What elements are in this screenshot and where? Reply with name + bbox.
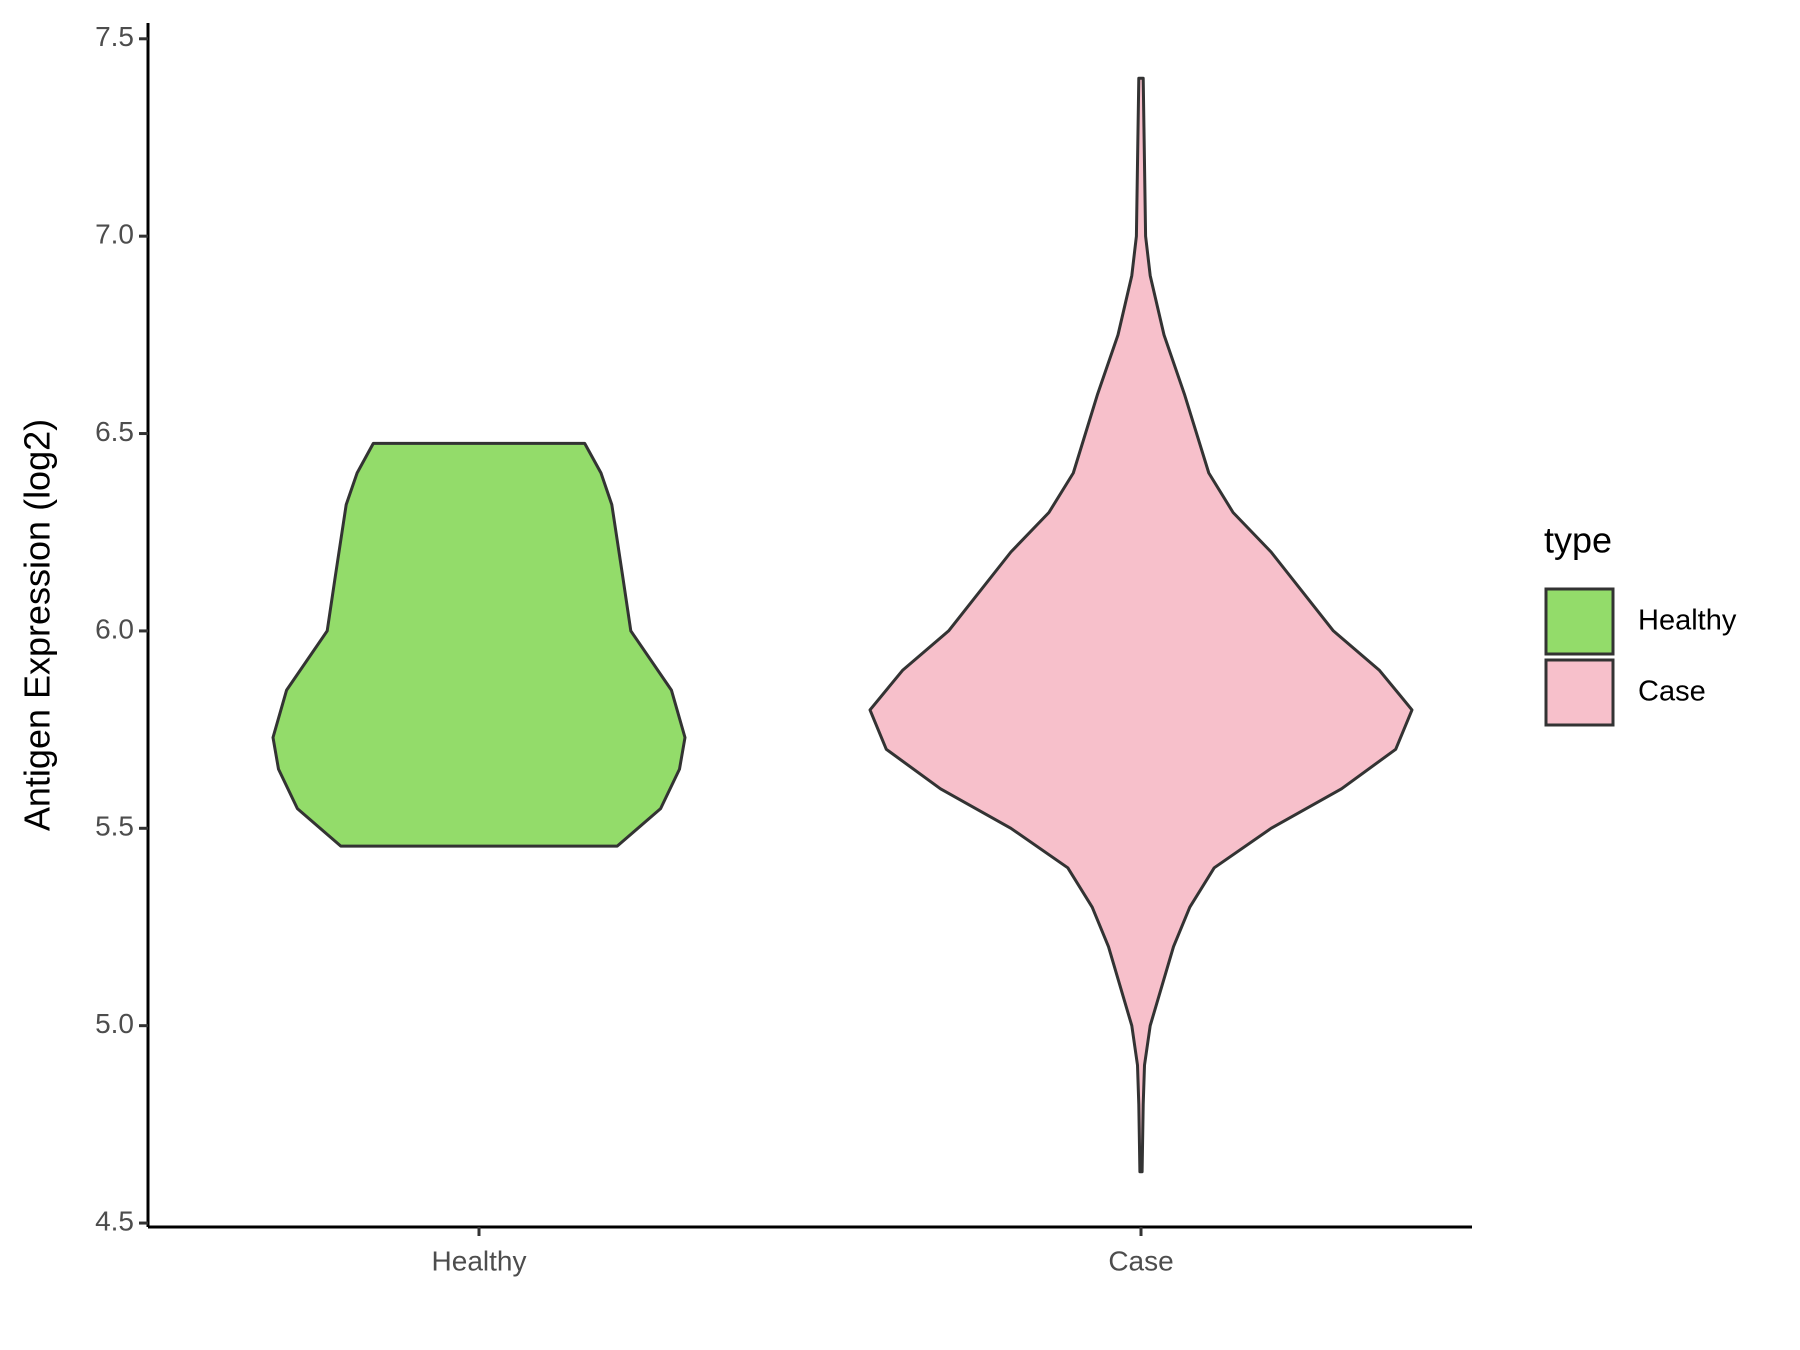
y-tick-label: 4.5: [95, 1205, 134, 1236]
legend-key: [1544, 587, 1615, 656]
legend-key: [1544, 658, 1615, 727]
y-tick-label: 5.0: [95, 1008, 134, 1039]
violin: [271, 441, 687, 848]
x-tick-label: Healthy: [432, 1245, 527, 1276]
y-tick-label: 7.0: [95, 219, 134, 250]
legend-title: type: [1544, 520, 1612, 561]
x-tick-label: Case: [1108, 1245, 1173, 1276]
y-tick-label: 6.5: [95, 416, 134, 447]
y-tick-label: 7.5: [95, 21, 134, 52]
legend-label: Case: [1638, 676, 1706, 708]
legend-label: Healthy: [1638, 605, 1737, 637]
violin: [868, 76, 1414, 1174]
y-tick-label: 6.0: [95, 613, 134, 644]
y-axis-label: Antigen Expression (log2): [17, 419, 58, 831]
y-tick-label: 5.5: [95, 811, 134, 842]
